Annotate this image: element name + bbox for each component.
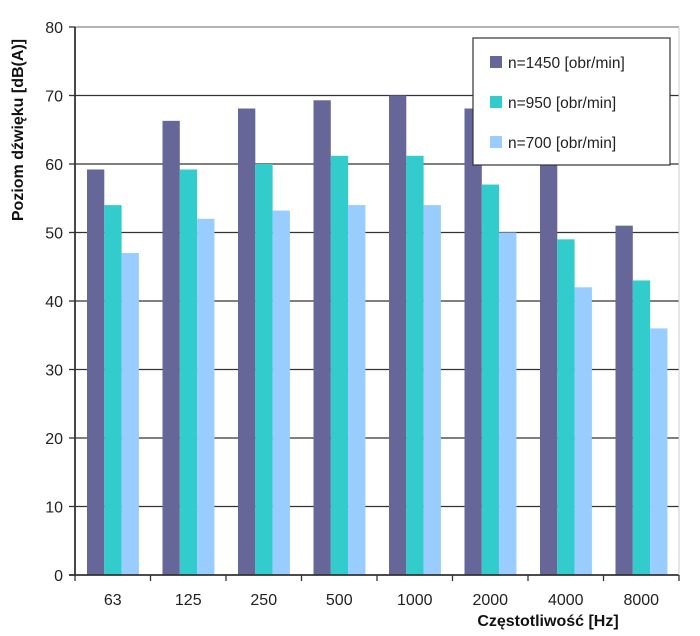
y-tick-label: 80 [45,20,63,37]
legend-box [472,37,671,166]
bar-250-series-3 [272,210,290,575]
y-tick-label: 10 [45,500,63,517]
bar-250-series-2 [255,164,273,575]
x-axis-ticks: 63 125 250 500 1000 2000 4000 8000 [74,575,680,609]
y-tick-label: 60 [45,157,63,174]
y-tick-label: 70 [45,89,63,106]
bar-63-series-2 [104,205,122,575]
bar-8000-series-2 [632,280,651,575]
x-tick-label: 2000 [472,592,508,609]
y-tick-label: 50 [45,226,63,243]
bar-500-series-2 [330,155,349,575]
bar-250-series-1 [238,108,256,575]
bar-4000-series-1 [540,164,558,575]
bar-63-series-3 [121,253,139,576]
y-axis-ticks: 0 10 20 30 40 50 60 70 80 [45,20,75,585]
x-tick-label: 125 [175,592,202,609]
bar-4000-series-3 [574,287,592,575]
bar-8000-series-3 [650,328,668,575]
y-tick-label: 0 [54,568,63,585]
legend-label: n=700 [obr/min] [508,135,616,152]
bar-8000-series-1 [615,225,633,575]
bar-63-series-1 [87,169,105,576]
y-tick-label: 20 [45,431,63,448]
x-tick-label: 1000 [397,592,433,609]
bar-500-series-3 [348,205,366,575]
bar-1000-series-2 [406,155,424,575]
legend: n=1450 [obr/min] n=950 [obr/min] n=700 [ob… [472,37,671,166]
y-axis-title: Poziom dźwięku [dB(A)] [10,39,27,221]
bar-125-series-3 [197,218,215,576]
bar-2000-series-3 [499,232,517,575]
x-axis-title: Częstotliwość [Hz] [477,613,618,630]
y-tick-label: 40 [45,294,63,311]
y-tick-label: 30 [45,363,63,380]
bar-1000-series-3 [423,205,441,575]
x-tick-label: 250 [250,592,277,609]
legend-label: n=950 [obr/min] [508,95,616,112]
x-tick-label: 8000 [623,592,659,609]
legend-swatch [490,96,502,108]
bar-500-series-1 [313,100,331,576]
x-tick-label: 4000 [548,592,584,609]
bar-1000-series-1 [389,95,407,575]
legend-swatch [490,136,502,148]
bar-2000-series-1 [464,108,482,575]
legend-swatch [490,56,502,68]
bar-2000-series-2 [481,184,500,576]
legend-label: n=1450 [obr/min] [508,55,625,72]
bar-125-series-2 [179,169,198,576]
bar-4000-series-2 [557,239,575,575]
bar-125-series-1 [162,120,180,575]
bars [87,95,668,576]
x-tick-label: 500 [326,592,353,609]
x-tick-label: 63 [104,592,122,609]
